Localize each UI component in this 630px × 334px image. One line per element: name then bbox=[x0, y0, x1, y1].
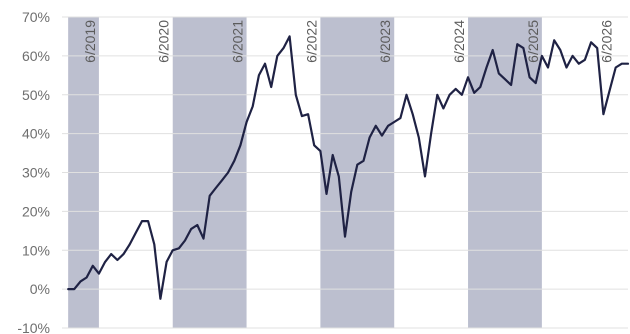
y-tick-label: 0% bbox=[30, 281, 50, 297]
y-tick-label: 60% bbox=[22, 48, 50, 64]
vertical-date-label: 6/2019 bbox=[82, 20, 98, 63]
y-tick-label: 50% bbox=[22, 87, 50, 103]
y-tick-label: 30% bbox=[22, 165, 50, 181]
y-tick-label: 20% bbox=[22, 203, 50, 219]
vertical-date-label: 6/2022 bbox=[303, 20, 319, 63]
vertical-date-label: 6/2026 bbox=[599, 20, 615, 63]
y-tick-label: 40% bbox=[22, 126, 50, 142]
vertical-date-label: 6/2023 bbox=[377, 20, 393, 63]
vertical-date-label: 6/2020 bbox=[156, 20, 172, 63]
y-tick-label: -10% bbox=[17, 320, 50, 334]
y-axis: -10% 0% 10% 20% 30% 40% 50% 60% 70% bbox=[17, 9, 50, 334]
vertical-date-label: 6/2024 bbox=[451, 20, 467, 63]
series-line-1 bbox=[67, 35, 630, 300]
series-layer bbox=[67, 35, 630, 300]
y-tick-label: 10% bbox=[22, 242, 50, 258]
y-tick-label: 70% bbox=[22, 9, 50, 25]
vertical-date-label: 6/2021 bbox=[230, 20, 246, 63]
grid-lines bbox=[62, 16, 628, 329]
vertical-date-labels: 6/2019 6/2020 6/2021 6/2022 6/2023 6/2024 6/20… bbox=[82, 20, 615, 63]
vertical-date-label: 6/2025 bbox=[525, 20, 541, 63]
